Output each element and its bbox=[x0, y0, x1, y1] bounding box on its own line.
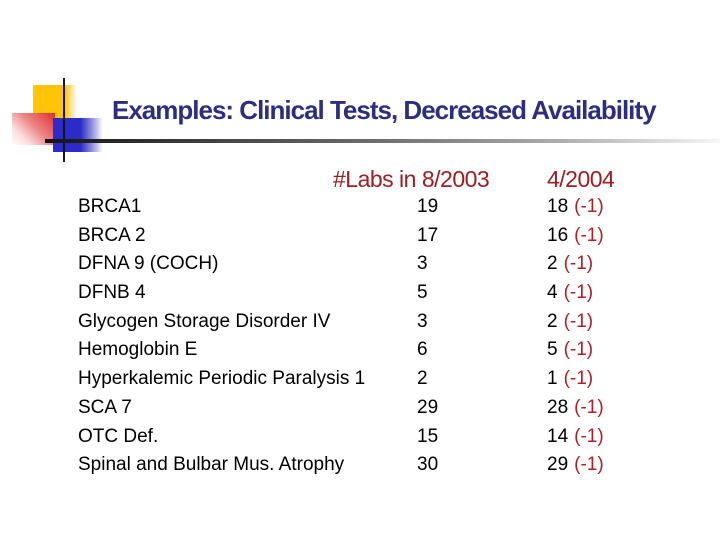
labs-change: (-1) bbox=[563, 310, 594, 332]
table-row: OTC Def. 15 14 (-1) bbox=[78, 423, 682, 452]
slide-title: Examples: Clinical Tests, Decreased Avai… bbox=[112, 95, 657, 125]
labs-2004-count: 18 bbox=[547, 196, 569, 217]
labs-2003-value: 29 bbox=[417, 396, 439, 418]
test-name: BRCA 2 bbox=[78, 224, 146, 246]
labs-2004-count: 2 bbox=[547, 253, 558, 275]
labs-2004-value: 28 (-1) bbox=[547, 394, 682, 423]
labs-2004-value: 18 (-1) bbox=[547, 193, 682, 222]
labs-2004-value: 2 (-1) bbox=[547, 250, 682, 279]
labs-2003-value: 15 bbox=[417, 425, 439, 447]
table-row: Glycogen Storage Disorder IV 3 2 (-1) bbox=[78, 308, 682, 337]
test-name: OTC Def. bbox=[78, 425, 159, 447]
labs-2003-value: 3 bbox=[417, 253, 428, 275]
column-header-labs-2004: 4/2004 bbox=[547, 166, 615, 192]
labs-change: (-1) bbox=[574, 454, 604, 476]
labs-2003-value: 6 bbox=[417, 339, 428, 361]
labs-2004-value: 5 (-1) bbox=[547, 336, 682, 365]
ornament-yellow-square bbox=[33, 85, 77, 118]
labs-2003-value: 5 bbox=[417, 282, 428, 304]
labs-2003-value: 2 bbox=[417, 368, 428, 390]
labs-2004-value: 14 (-1) bbox=[547, 423, 682, 452]
table-row: BRCA 2 17 16 (-1) bbox=[78, 222, 682, 251]
labs-change: (-1) bbox=[574, 396, 604, 418]
labs-change: (-1) bbox=[563, 253, 594, 275]
test-name: DFNA 9 (COCH) bbox=[78, 253, 219, 275]
labs-2003-value: 17 bbox=[417, 224, 439, 246]
labs-2003-value: 30 bbox=[417, 454, 439, 476]
labs-change: (-1) bbox=[574, 196, 604, 217]
labs-change: (-1) bbox=[563, 368, 594, 390]
labs-2004-count: 29 bbox=[547, 454, 569, 476]
labs-2004-count: 2 bbox=[547, 310, 558, 332]
labs-2004-count: 14 bbox=[547, 425, 569, 447]
labs-change: (-1) bbox=[574, 224, 604, 246]
ornament-vertical-line bbox=[63, 78, 65, 162]
labs-change: (-1) bbox=[563, 339, 594, 361]
test-name: DFNB 4 bbox=[78, 282, 146, 304]
table-row: Hemoglobin E 6 5 (-1) bbox=[78, 336, 682, 365]
labs-change: (-1) bbox=[574, 425, 604, 447]
labs-table: BRCA1 19 18 (-1) BRCA 2 17 16 (-1) DFNA 9 … bbox=[78, 193, 682, 480]
labs-2004-value: 2 (-1) bbox=[547, 308, 682, 337]
ornament-blue-square bbox=[53, 118, 103, 152]
table-row: Spinal and Bulbar Mus. Atrophy 30 29 (-1) bbox=[78, 451, 682, 480]
test-name: Hyperkalemic Periodic Paralysis 1 bbox=[78, 368, 366, 390]
labs-2004-count: 5 bbox=[547, 339, 558, 361]
table-row: Hyperkalemic Periodic Paralysis 1 2 1 (-1… bbox=[78, 365, 682, 394]
test-name: SCA 7 bbox=[78, 396, 132, 418]
labs-2004-count: 16 bbox=[547, 224, 569, 246]
labs-2003-value: 3 bbox=[417, 310, 428, 332]
table-row: SCA 7 29 28 (-1) bbox=[78, 394, 682, 423]
test-name: Hemoglobin E bbox=[78, 339, 198, 361]
labs-2004-value: 1 (-1) bbox=[547, 365, 682, 394]
labs-2004-count: 1 bbox=[547, 368, 558, 390]
labs-2004-value: 4 (-1) bbox=[547, 279, 682, 308]
labs-2004-count: 28 bbox=[547, 396, 569, 418]
test-name: Glycogen Storage Disorder IV bbox=[78, 310, 331, 332]
labs-2004-value: 29 (-1) bbox=[547, 451, 682, 480]
labs-2003-value: 19 bbox=[417, 196, 439, 217]
test-name: BRCA1 bbox=[78, 196, 142, 217]
table-row: DFNB 4 5 4 (-1) bbox=[78, 279, 682, 308]
column-header-labs-2003: #Labs in 8/2003 bbox=[333, 166, 490, 192]
labs-change: (-1) bbox=[563, 282, 594, 304]
title-underline-rule bbox=[45, 139, 720, 143]
test-name: Spinal and Bulbar Mus. Atrophy bbox=[78, 454, 345, 476]
table-row: DFNA 9 (COCH) 3 2 (-1) bbox=[78, 250, 682, 279]
table-row: BRCA1 19 18 (-1) bbox=[78, 193, 682, 222]
labs-2004-count: 4 bbox=[547, 282, 558, 304]
labs-2004-value: 16 (-1) bbox=[547, 222, 682, 251]
